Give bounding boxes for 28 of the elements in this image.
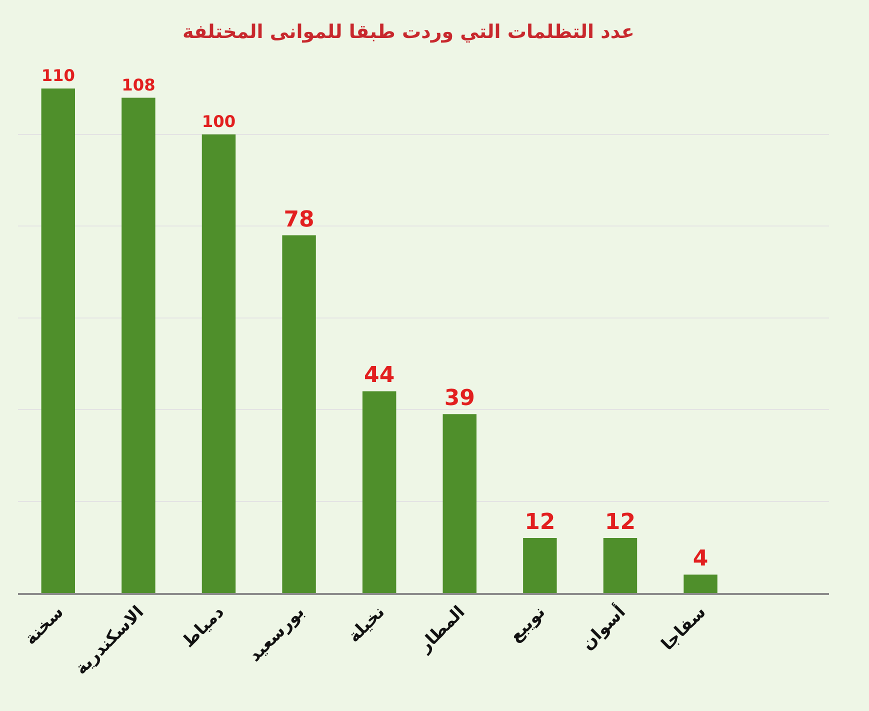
data-label: 12: [524, 510, 556, 535]
data-label: 44: [364, 363, 395, 388]
x-tick-label: أسوان: [576, 600, 630, 654]
x-tick-label: سفاجا: [658, 602, 710, 655]
bar: [523, 538, 557, 593]
bar: [684, 574, 718, 593]
x-tick-label: الاسكندرية: [71, 602, 148, 679]
bar: [282, 235, 316, 593]
x-tick-label: المطار: [414, 602, 470, 657]
bar: [122, 98, 156, 593]
bar: [603, 538, 638, 593]
x-tick-label: بورسعيد: [245, 602, 309, 666]
chart-title: عدد التظلمات التي وردت طبقا للموانى المختلفة: [182, 21, 634, 44]
x-tick-label: دمياط: [178, 602, 228, 652]
data-label: 78: [284, 207, 314, 232]
data-label: 4: [692, 546, 708, 572]
bar: [362, 391, 396, 593]
x-tick-label: نخيلة: [344, 602, 389, 647]
data-label: 108: [122, 75, 156, 94]
data-label: 12: [604, 510, 636, 535]
x-tick-label: نويبع: [506, 602, 550, 646]
bar: [202, 134, 236, 593]
data-label: 100: [202, 112, 236, 132]
data-label: 39: [444, 386, 475, 412]
bar: [442, 414, 476, 593]
bar: [41, 88, 76, 593]
data-label: 110: [41, 66, 75, 86]
x-tick-label: سخنة: [20, 602, 68, 650]
